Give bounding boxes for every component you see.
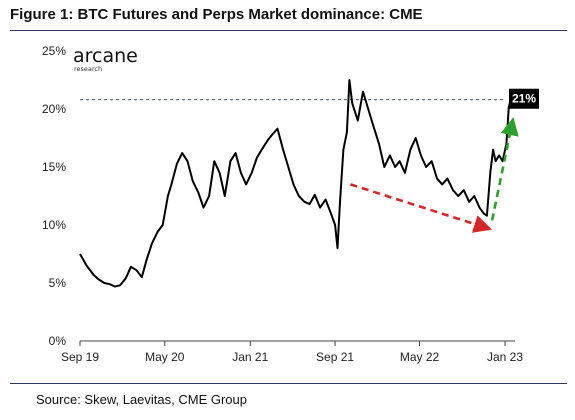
x-tick-label: Jan 21 <box>232 350 268 364</box>
brand-sub: research <box>74 65 102 73</box>
y-tick-label: 25% <box>42 44 66 58</box>
arcane-logo: arcane research <box>73 45 138 73</box>
x-tick-label: May 22 <box>400 350 440 364</box>
y-tick-label: 20% <box>42 102 66 116</box>
y-tick-label: 15% <box>42 160 66 174</box>
footer-rule <box>10 383 567 384</box>
x-tick-label: Jan 23 <box>487 350 523 364</box>
callout-21pct: 21% <box>509 88 539 109</box>
dominance-line-chart: arcane research 0% 5% 10% 15% 20% 25% Sep 19 M… <box>42 44 539 364</box>
source-note: Source: Skew, Laevitas, CME Group <box>36 392 247 407</box>
x-tick-label: May 20 <box>145 350 185 364</box>
y-axis: 0% 5% 10% 15% 20% 25% <box>42 44 66 348</box>
callout-label: 21% <box>512 92 536 106</box>
x-axis: Sep 19 May 20 Jan 21 Sep 21 May 22 Jan 23 <box>61 341 523 364</box>
red-dashed-arrow <box>350 183 493 233</box>
y-tick-label: 5% <box>49 276 67 290</box>
green-dashed-arrow <box>490 117 519 221</box>
figure-title: Figure 1: BTC Futures and Perps Market d… <box>10 6 423 23</box>
y-tick-label: 10% <box>42 218 66 232</box>
x-tick-label: Sep 19 <box>61 350 99 364</box>
y-tick-label: 0% <box>49 334 67 348</box>
callout-box <box>509 88 539 109</box>
brand-name: arcane <box>73 45 138 67</box>
x-tick-label: Sep 21 <box>316 350 354 364</box>
series-line-cme-dominance <box>79 79 512 288</box>
title-rule <box>10 30 567 31</box>
